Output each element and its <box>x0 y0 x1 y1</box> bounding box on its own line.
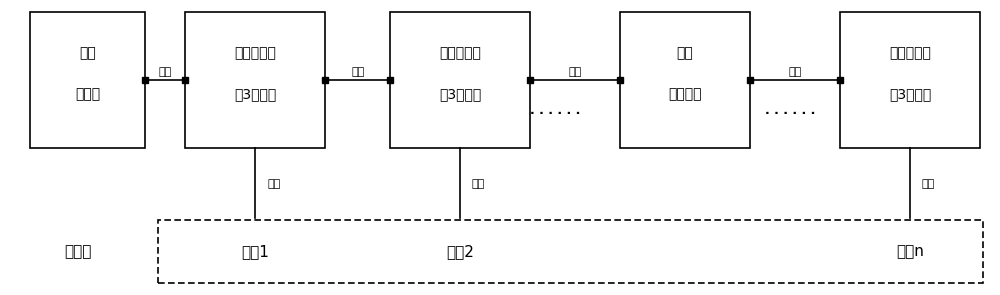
Text: 双线: 双线 <box>788 67 802 77</box>
Text: 无源耦合器: 无源耦合器 <box>439 46 481 60</box>
Text: 供电中继: 供电中继 <box>668 87 702 101</box>
Text: （3端口）: （3端口） <box>439 87 481 101</box>
Text: 终端2: 终端2 <box>446 244 474 259</box>
Bar <box>620 12 750 148</box>
Text: 双线: 双线 <box>568 67 582 77</box>
Text: 双线: 双线 <box>922 179 935 189</box>
Text: 双线: 双线 <box>158 67 172 77</box>
Text: 双线: 双线 <box>351 67 365 77</box>
Text: 终端n: 终端n <box>896 244 924 259</box>
Text: 受电端: 受电端 <box>64 244 92 259</box>
Bar <box>30 12 145 148</box>
Text: 无源耦合器: 无源耦合器 <box>889 46 931 60</box>
Text: （3端口）: （3端口） <box>234 87 276 101</box>
Text: · · · · · ·: · · · · · · <box>530 107 580 120</box>
Text: 双线: 双线 <box>472 179 485 189</box>
Bar <box>185 12 325 148</box>
Text: 双线: 双线 <box>267 179 280 189</box>
Bar <box>390 12 530 148</box>
Bar <box>158 220 983 283</box>
Text: 终端1: 终端1 <box>241 244 269 259</box>
Bar <box>840 12 980 148</box>
Text: （3端口）: （3端口） <box>889 87 931 101</box>
Text: 双线: 双线 <box>677 46 693 60</box>
Text: · · · · · ·: · · · · · · <box>765 107 815 120</box>
Text: 无源耦合器: 无源耦合器 <box>234 46 276 60</box>
Text: 双线: 双线 <box>79 46 96 60</box>
Text: 供电端: 供电端 <box>75 87 100 101</box>
